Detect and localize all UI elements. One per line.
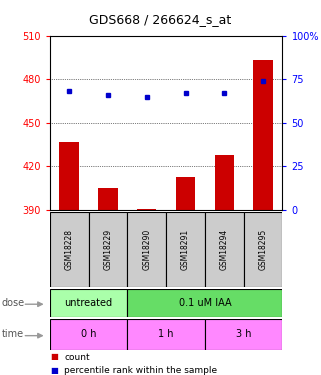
Bar (137, 209, 156, 210)
Text: ■: ■ (50, 352, 58, 362)
Bar (244, 212, 282, 287)
Text: untreated: untreated (65, 298, 113, 308)
Bar (166, 212, 205, 287)
Text: GSM18295: GSM18295 (259, 229, 268, 270)
Text: GSM18229: GSM18229 (103, 229, 112, 270)
Bar (127, 212, 166, 287)
Bar (89, 212, 127, 287)
Bar (215, 155, 234, 210)
Bar (127, 319, 205, 350)
Text: 3 h: 3 h (236, 329, 251, 339)
Bar (50, 212, 89, 287)
Text: time: time (2, 329, 24, 339)
Text: GSM18294: GSM18294 (220, 229, 229, 270)
Text: GDS668 / 266624_s_at: GDS668 / 266624_s_at (89, 13, 232, 26)
Text: GSM18291: GSM18291 (181, 229, 190, 270)
Bar (127, 289, 282, 317)
Text: percentile rank within the sample: percentile rank within the sample (64, 366, 217, 375)
Text: count: count (64, 352, 90, 362)
Bar (176, 177, 195, 210)
Bar (253, 60, 273, 210)
Text: GSM18228: GSM18228 (65, 229, 74, 270)
Bar (50, 319, 127, 350)
Text: GSM18290: GSM18290 (142, 229, 151, 270)
Text: ■: ■ (50, 366, 58, 375)
Bar (205, 319, 282, 350)
Bar (98, 188, 117, 210)
Text: dose: dose (2, 298, 25, 308)
Bar (50, 289, 127, 317)
Text: 0 h: 0 h (81, 329, 96, 339)
Text: 0.1 uM IAA: 0.1 uM IAA (178, 298, 231, 308)
Text: 1 h: 1 h (158, 329, 174, 339)
Bar (59, 142, 79, 210)
Bar (205, 212, 244, 287)
